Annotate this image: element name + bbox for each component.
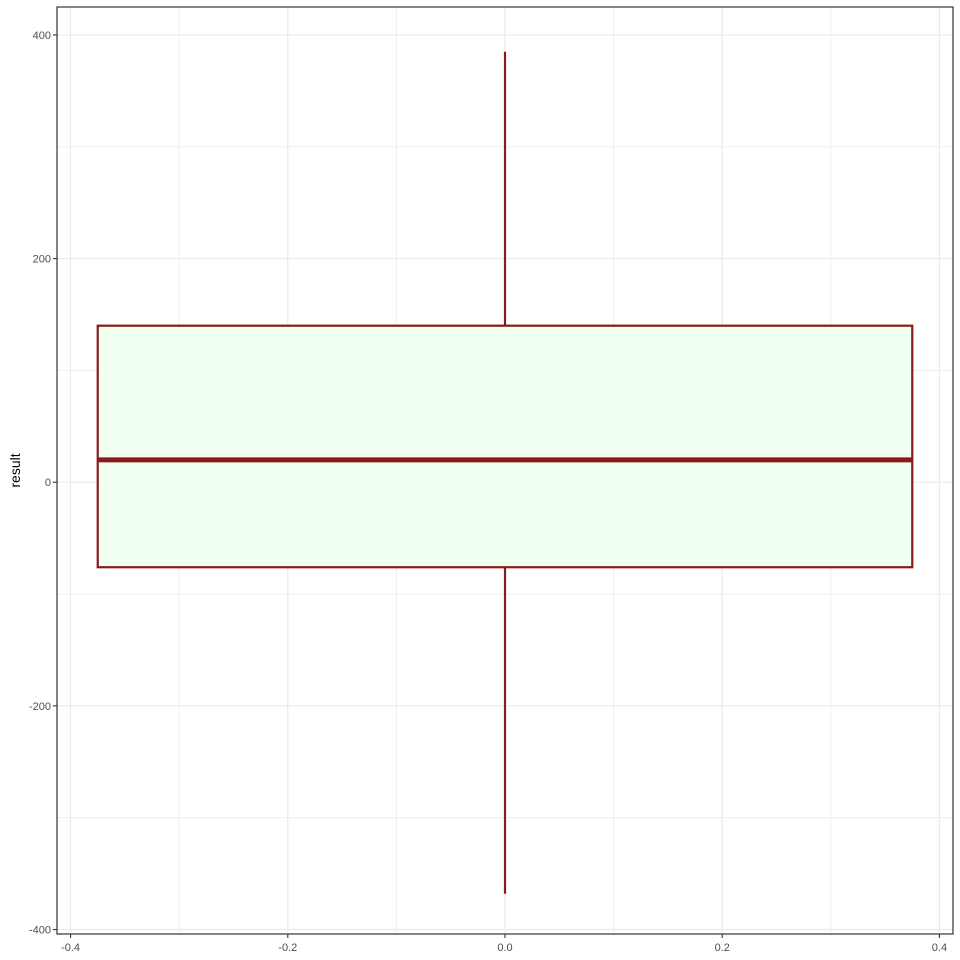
x-tick-label: 0.2 — [715, 942, 730, 954]
x-axis: -0.4 -0.2 0.0 0.2 0.4 — [61, 934, 947, 954]
y-axis-title: result — [7, 453, 23, 487]
y-tick-label: -400 — [29, 925, 51, 937]
y-axis: -400 -200 0 200 400 — [29, 30, 57, 937]
boxplot — [96, 51, 914, 894]
x-tick-label: 0.4 — [932, 942, 947, 954]
y-tick-label: -200 — [29, 701, 51, 713]
y-tick-label: 200 — [33, 254, 51, 266]
x-tick-label: 0.0 — [497, 942, 512, 954]
y-tick-label: 0 — [45, 477, 51, 489]
x-tick-label: -0.4 — [61, 942, 80, 954]
y-tick-label: 400 — [33, 30, 51, 42]
iqr-box — [96, 324, 914, 569]
x-tick-label: -0.2 — [278, 942, 297, 954]
